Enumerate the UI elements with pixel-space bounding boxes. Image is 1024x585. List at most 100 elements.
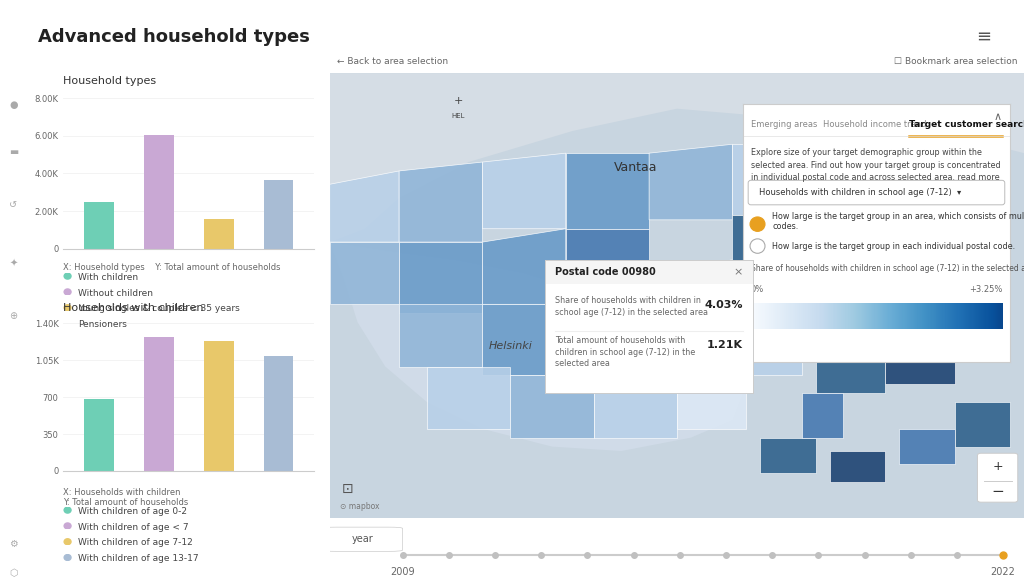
Text: Helsinki: Helsinki	[488, 341, 532, 351]
FancyBboxPatch shape	[978, 453, 1018, 502]
Polygon shape	[760, 438, 816, 473]
Circle shape	[65, 321, 71, 326]
Polygon shape	[802, 393, 844, 438]
Polygon shape	[330, 242, 746, 451]
Text: Share of households with children in
school age (7-12) in the selected area: Share of households with children in sch…	[555, 296, 709, 316]
Text: With children of age 7-12: With children of age 7-12	[78, 538, 193, 548]
Text: How large is the target group in each individual postal code.: How large is the target group in each in…	[772, 242, 1016, 250]
Text: codes.: codes.	[772, 222, 799, 231]
Circle shape	[65, 523, 71, 529]
Polygon shape	[330, 242, 399, 304]
Text: ≡: ≡	[977, 27, 991, 46]
Polygon shape	[482, 304, 566, 376]
Circle shape	[65, 539, 71, 545]
Text: 2009: 2009	[390, 567, 415, 577]
Polygon shape	[510, 376, 594, 438]
Polygon shape	[732, 215, 816, 273]
Text: HEL: HEL	[452, 112, 465, 119]
Circle shape	[750, 217, 765, 232]
Text: With children of age < 7: With children of age < 7	[78, 522, 188, 532]
Bar	[144, 135, 174, 249]
Polygon shape	[829, 451, 885, 482]
Polygon shape	[482, 229, 566, 304]
Polygon shape	[427, 367, 510, 429]
Text: ⚙: ⚙	[9, 539, 17, 549]
Polygon shape	[802, 273, 871, 331]
Circle shape	[65, 289, 71, 295]
Text: ← Back to area selection: ← Back to area selection	[337, 57, 447, 66]
Text: X: Households with children: X: Households with children	[63, 488, 181, 497]
Text: Explore size of your target demographic group within the
selected area. Find out: Explore size of your target demographic …	[751, 148, 1000, 182]
Text: Pensioners: Pensioners	[78, 320, 127, 329]
Bar	[204, 219, 233, 249]
Polygon shape	[732, 273, 802, 313]
Polygon shape	[566, 313, 649, 384]
Text: Household income trend: Household income trend	[823, 121, 927, 129]
Text: ✦: ✦	[9, 258, 17, 269]
Text: ⬡: ⬡	[9, 568, 17, 579]
Text: Advanced household types: Advanced household types	[38, 27, 309, 46]
Polygon shape	[649, 260, 732, 313]
Text: Share of households with children in school age (7-12) in the selected area: Share of households with children in sch…	[751, 264, 1024, 273]
Text: ☐ Bookmark area selection: ☐ Bookmark area selection	[894, 57, 1017, 66]
Bar	[263, 180, 294, 249]
Text: 1.21K: 1.21K	[707, 340, 742, 350]
Text: Total amount of households with
children in school age (7-12) in the
selected ar: Total amount of households with children…	[555, 336, 695, 369]
Text: 2022: 2022	[991, 567, 1016, 577]
Text: How large is the target group in an area, which consists of multiple postal: How large is the target group in an area…	[772, 212, 1024, 221]
FancyBboxPatch shape	[749, 180, 1005, 205]
Text: year: year	[352, 534, 374, 544]
Text: ↺: ↺	[9, 199, 17, 210]
Polygon shape	[399, 162, 482, 242]
Polygon shape	[732, 144, 816, 215]
Polygon shape	[954, 402, 1010, 446]
Text: Young singles & couples < 35 years: Young singles & couples < 35 years	[78, 304, 240, 314]
Text: Without children: Without children	[78, 288, 153, 298]
Polygon shape	[482, 153, 566, 229]
Polygon shape	[732, 313, 802, 376]
Polygon shape	[566, 229, 649, 313]
Text: +3.25%: +3.25%	[969, 285, 1002, 294]
Text: 4.03%: 4.03%	[705, 300, 742, 310]
Polygon shape	[816, 331, 885, 393]
Polygon shape	[566, 153, 649, 229]
Text: C: C	[8, 28, 19, 42]
Polygon shape	[885, 322, 954, 384]
Bar	[204, 341, 233, 471]
Polygon shape	[399, 304, 482, 367]
Text: With children: With children	[78, 273, 138, 282]
Text: Households with children: Households with children	[63, 303, 204, 313]
Bar	[84, 202, 115, 249]
Bar	[144, 337, 174, 471]
Polygon shape	[816, 215, 899, 273]
Text: Y: Total amount of households: Y: Total amount of households	[63, 498, 188, 507]
Polygon shape	[899, 429, 954, 464]
Text: Emerging areas: Emerging areas	[751, 121, 817, 129]
Text: Target customer search: Target customer search	[908, 121, 1024, 129]
Polygon shape	[330, 171, 399, 242]
Circle shape	[65, 507, 71, 513]
Text: ⊕: ⊕	[9, 311, 17, 321]
Text: With children of age 13-17: With children of age 13-17	[78, 554, 199, 563]
Text: 0%: 0%	[751, 285, 764, 294]
Circle shape	[65, 273, 71, 279]
Polygon shape	[899, 207, 982, 264]
Circle shape	[750, 239, 765, 253]
Polygon shape	[871, 264, 954, 322]
Text: −: −	[991, 484, 1004, 500]
Text: Postal code 00980: Postal code 00980	[555, 267, 656, 277]
Text: Vantaa: Vantaa	[613, 161, 657, 174]
Circle shape	[65, 305, 71, 311]
Polygon shape	[594, 384, 677, 438]
Text: ⊙ mapbox: ⊙ mapbox	[340, 502, 380, 511]
Bar	[545, 260, 754, 284]
Text: ▬: ▬	[8, 147, 18, 157]
Text: ●: ●	[9, 100, 17, 111]
FancyBboxPatch shape	[323, 527, 402, 551]
Text: ∧: ∧	[994, 112, 1002, 122]
Polygon shape	[399, 242, 482, 313]
Polygon shape	[677, 384, 746, 429]
Text: ×: ×	[733, 267, 742, 277]
Text: With children of age 0-2: With children of age 0-2	[78, 507, 186, 516]
Text: ⊡: ⊡	[342, 482, 353, 496]
